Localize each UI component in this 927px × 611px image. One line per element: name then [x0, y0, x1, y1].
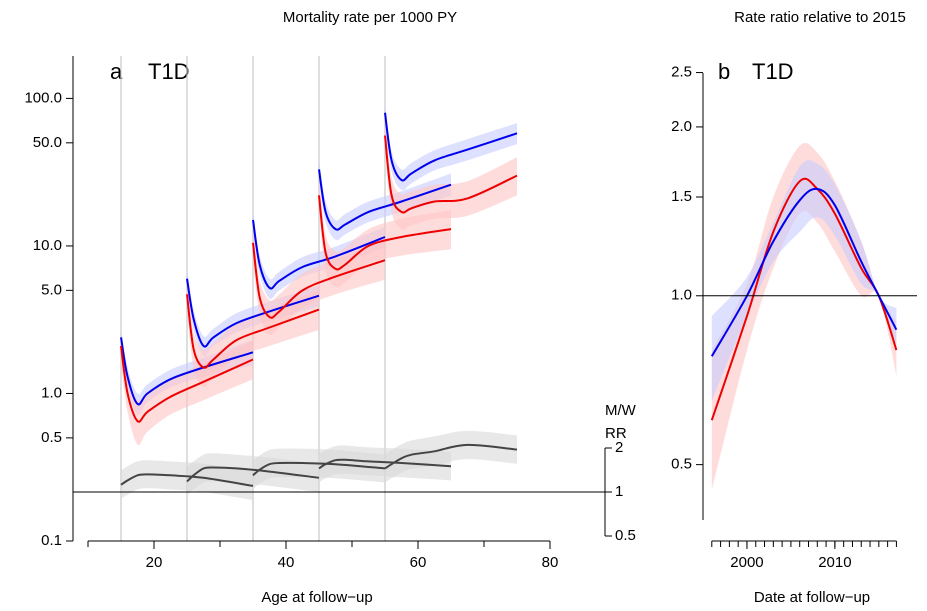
y2-tick-label: 0.5: [615, 527, 636, 544]
x-axis-label: Date at follow−up: [754, 589, 870, 606]
confidence-band: [385, 430, 517, 483]
confidence-band: [319, 179, 451, 288]
series-line: [252, 219, 386, 290]
series-line: [252, 242, 386, 319]
y-tick-label: 2.0: [671, 118, 692, 135]
y2-axis-label: RR: [605, 425, 627, 442]
series-line: [710, 187, 898, 357]
y-tick-label: 50.0: [33, 134, 62, 151]
y2-tick-label: 2: [615, 439, 623, 456]
y-tick-label: 100.0: [24, 89, 62, 106]
series-line: [186, 294, 320, 369]
series-line: [186, 278, 320, 348]
panel-label: a: [110, 59, 123, 84]
x-axis-label: Age at follow−up: [261, 589, 372, 606]
y-tick-label: 1.5: [671, 188, 692, 205]
x-tick-label: 20: [146, 554, 163, 571]
series-line: [384, 135, 518, 214]
series-line: [120, 345, 254, 423]
y-tick-label: 1.0: [41, 384, 62, 401]
panel-title: T1D: [752, 59, 794, 84]
bands: [711, 142, 897, 491]
lines: [710, 177, 898, 421]
x-tick-label: 80: [542, 554, 559, 571]
panel-heading: Mortality rate per 1000 PY: [283, 9, 457, 26]
x-tick-label: 60: [410, 554, 427, 571]
series-line: [318, 195, 452, 271]
confidence-band: [711, 160, 897, 401]
y-tick-label: 0.1: [41, 532, 62, 549]
panel-label: b: [718, 59, 730, 84]
x-tick-label: 2000: [730, 554, 763, 571]
panel: Rate ratio relative to 2015 b T1D Date at f…: [671, 9, 917, 606]
y2-axis-label: M/W: [605, 402, 637, 419]
series-line: [120, 473, 254, 487]
y-tick-label: 10.0: [33, 237, 62, 254]
series-line: [384, 443, 518, 470]
y-tick-label: 0.5: [41, 429, 62, 446]
confidence-band: [187, 268, 319, 357]
y-tick-label: 1.0: [671, 287, 692, 304]
series-line: [384, 112, 518, 182]
x-tick-label: 2010: [818, 554, 851, 571]
series-line: [318, 169, 452, 231]
panel-title: T1D: [148, 59, 190, 84]
series-line: [318, 458, 452, 470]
x-tick-label: 40: [278, 554, 295, 571]
y-tick-label: 0.5: [671, 456, 692, 473]
confidence-band: [385, 119, 517, 230]
y2-tick-label: 1: [615, 483, 623, 500]
panel-heading: Rate ratio relative to 2015: [734, 9, 906, 26]
series-line: [186, 466, 320, 483]
panel: Mortality rate per 1000 PY a T1D Age at fol…: [24, 9, 636, 606]
series-line: [252, 461, 386, 477]
y-tick-label: 5.0: [41, 281, 62, 298]
y-tick-label: 2.5: [671, 64, 692, 81]
lines: [120, 112, 518, 487]
